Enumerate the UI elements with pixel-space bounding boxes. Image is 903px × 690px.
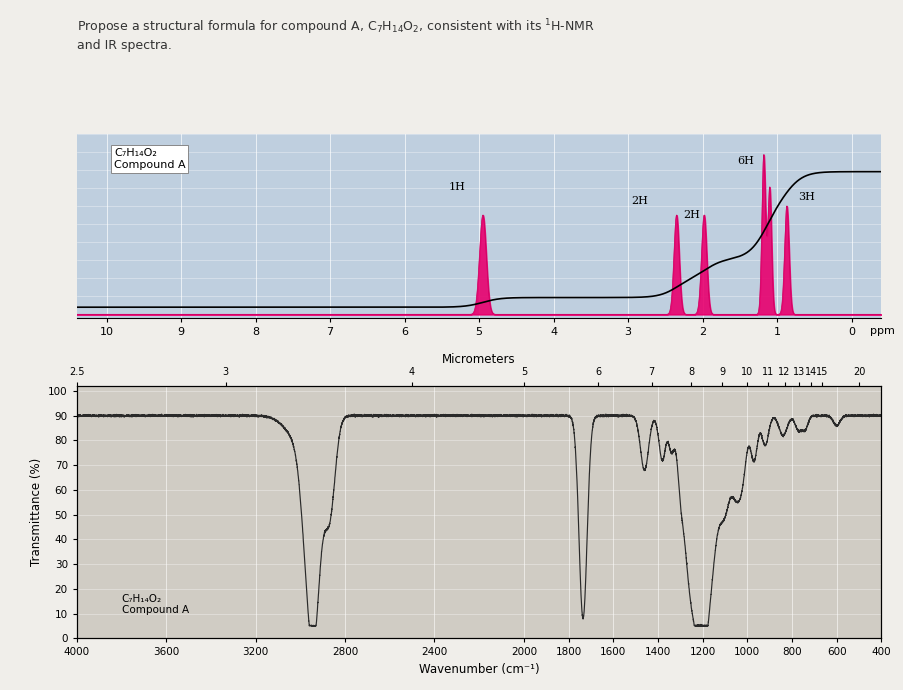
Text: 1H: 1H bbox=[448, 181, 465, 192]
Text: Propose a structural formula for compound A, C$_7$H$_{14}$O$_2$, consistent with: Propose a structural formula for compoun… bbox=[77, 17, 594, 52]
X-axis label: Wavenumber (cm⁻¹): Wavenumber (cm⁻¹) bbox=[418, 663, 539, 676]
Text: 6H: 6H bbox=[737, 156, 753, 166]
Text: ppm: ppm bbox=[870, 326, 894, 336]
Text: 2H: 2H bbox=[630, 196, 647, 206]
Y-axis label: Transmittance (%): Transmittance (%) bbox=[30, 458, 42, 566]
Text: C₇H₁₄O₂
Compound A: C₇H₁₄O₂ Compound A bbox=[121, 593, 189, 615]
Text: 2H: 2H bbox=[683, 210, 699, 220]
Text: 3H: 3H bbox=[797, 193, 815, 202]
X-axis label: Micrometers: Micrometers bbox=[442, 353, 516, 366]
Text: C₇H₁₄O₂
Compound A: C₇H₁₄O₂ Compound A bbox=[114, 148, 185, 170]
